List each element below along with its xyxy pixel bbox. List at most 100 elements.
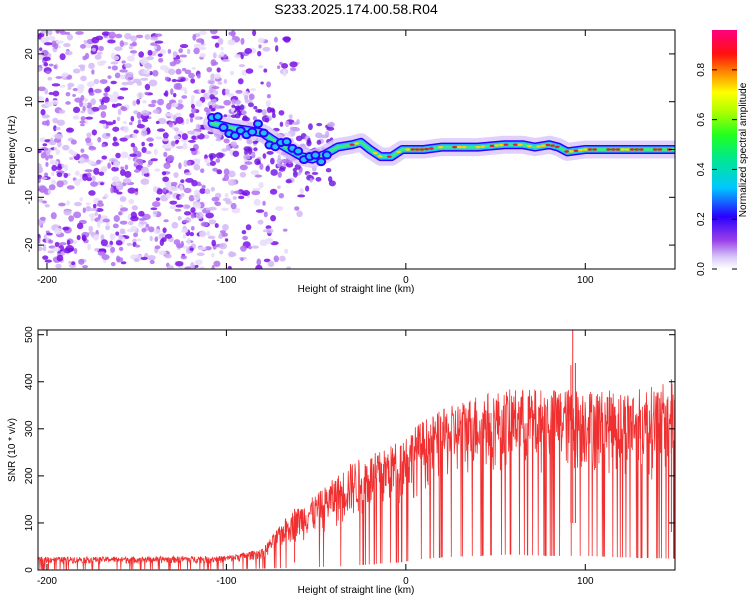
noise-blob (152, 201, 161, 208)
noise-blob (48, 239, 54, 244)
noise-blob (257, 219, 264, 225)
noise-blob (101, 96, 110, 103)
noise-blob (142, 213, 151, 220)
noise-blob (119, 40, 125, 47)
noise-blob (93, 78, 100, 85)
noise-blob (82, 105, 86, 112)
noise-blob (68, 149, 74, 154)
snr-series-line (38, 383, 675, 570)
trace-center-dash (349, 143, 355, 146)
noise-blob (105, 132, 111, 137)
noise-blob (62, 226, 70, 231)
noise-blob (190, 94, 195, 100)
noise-blob (170, 88, 174, 96)
noise-blob (196, 252, 205, 257)
noise-blob (45, 35, 50, 42)
noise-blob (39, 47, 43, 51)
trace-center-dash (578, 148, 584, 152)
trace-center-dash (536, 145, 542, 148)
noise-blob (83, 40, 88, 45)
noise-blob (217, 81, 223, 85)
trace-bead-core (237, 128, 244, 134)
noise-blob (171, 102, 179, 108)
snr-panel: -200 -100 0 100 0 100 200 300 400 500 Height of s… (7, 326, 676, 596)
noise-blob (107, 39, 116, 44)
noise-blob (276, 158, 282, 164)
noise-blob (120, 151, 129, 159)
noise-blob (144, 33, 151, 40)
noise-blob (211, 86, 220, 90)
noise-blob (100, 239, 108, 247)
noise-blob (119, 207, 129, 212)
trace-center-dash (489, 144, 495, 148)
noise-blob (120, 166, 124, 170)
noise-blob (227, 114, 232, 119)
noise-blob (198, 30, 207, 35)
trace-center-dash (419, 148, 425, 151)
noise-blob (55, 76, 63, 79)
noise-blob (230, 202, 237, 210)
noise-blob (113, 215, 120, 223)
noise-blob (292, 127, 301, 132)
noise-blob (254, 158, 261, 166)
noise-blob (98, 104, 108, 110)
noise-blob (97, 220, 105, 224)
trace-center-dash (629, 148, 635, 151)
noise-blob (209, 87, 214, 94)
noise-blob (100, 100, 105, 106)
noise-blob (161, 171, 167, 176)
noise-blob (307, 137, 311, 144)
noise-blob (188, 72, 195, 79)
noise-blob (98, 45, 104, 52)
noise-blob (73, 201, 82, 207)
noise-blob (196, 73, 201, 79)
noise-blob (200, 168, 205, 174)
noise-blob (270, 169, 278, 176)
noise-blob (65, 101, 71, 105)
colorbar-gradient (712, 30, 737, 269)
noise-blob (79, 156, 85, 164)
noise-blob (141, 141, 145, 147)
trace-bead-core (295, 148, 302, 154)
noise-blob (141, 227, 147, 233)
noise-blob (80, 110, 85, 114)
noise-blob (162, 187, 167, 193)
noise-blob (164, 253, 172, 259)
noise-blob (260, 81, 264, 85)
trace-bead-core (232, 133, 239, 139)
noise-blob (53, 43, 59, 50)
noise-blob (199, 266, 205, 269)
noise-blob (85, 116, 94, 120)
noise-blob (244, 149, 249, 156)
noise-blob (215, 158, 221, 163)
noise-blob (114, 72, 121, 79)
noise-blob (258, 44, 262, 49)
spectrogram-y-axis-label: Frequency (Hz) (7, 116, 18, 185)
noise-blob (44, 259, 53, 263)
noise-blob (100, 111, 107, 118)
noise-blob (162, 227, 167, 234)
noise-blob (282, 36, 292, 42)
noise-blob (80, 116, 86, 121)
noise-blob (224, 88, 230, 95)
noise-blob (184, 69, 192, 75)
noise-blob (41, 49, 49, 57)
noise-blob (114, 46, 123, 51)
noise-blob (164, 76, 170, 81)
noise-blob (286, 266, 291, 269)
noise-blob (42, 143, 48, 147)
noise-blob (101, 254, 110, 261)
noise-blob (42, 244, 47, 252)
noise-blob (66, 200, 71, 206)
noise-blob (254, 174, 263, 178)
noise-blob (186, 160, 192, 166)
noise-blob (82, 55, 87, 61)
noise-blob (194, 259, 203, 266)
noise-blob (214, 192, 222, 199)
noise-blob (132, 78, 142, 84)
noise-blob (154, 236, 159, 242)
noise-blob (222, 177, 226, 182)
trace-center-dash (424, 147, 430, 151)
noise-blob (270, 214, 277, 222)
